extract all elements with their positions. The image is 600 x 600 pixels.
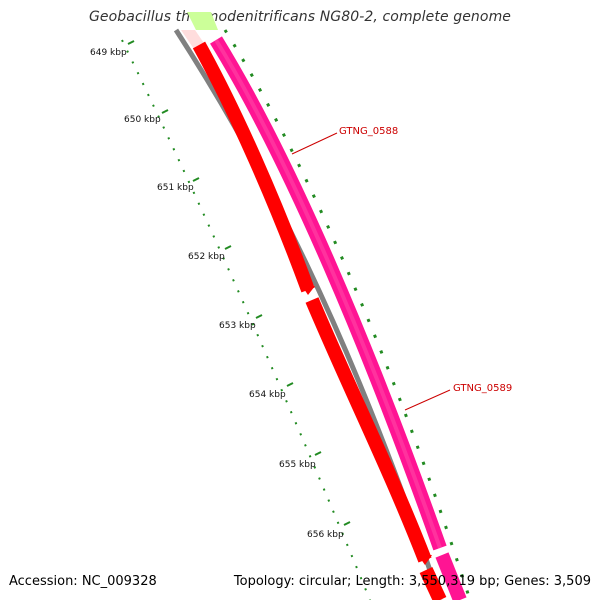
cds-feature-red-1-arrowhead xyxy=(302,286,315,295)
cds-feature-red-3[interactable] xyxy=(419,567,447,600)
scale-label-656: 656 kbp xyxy=(307,530,344,540)
gene-leader-gtng-0589 xyxy=(404,389,451,411)
scale-label-655: 655 kbp xyxy=(279,460,316,470)
scale-label-650: 650 kbp xyxy=(124,115,161,125)
cds-feature-red-1[interactable] xyxy=(192,41,315,293)
cds-feature-pink-2[interactable] xyxy=(435,552,467,600)
scale-major-tick xyxy=(127,40,135,45)
cds-feature-top-green[interactable] xyxy=(187,12,218,30)
scale-major-tick xyxy=(161,109,169,114)
scale-label-651: 651 kbp xyxy=(157,183,194,193)
gene-label-gtng-0589[interactable]: GTNG_0589 xyxy=(453,383,512,394)
scale-label-652: 652 kbp xyxy=(188,252,225,262)
scale-ticks xyxy=(127,40,351,526)
gene-label-gtng-0588[interactable]: GTNG_0588 xyxy=(339,126,398,137)
scale-major-tick xyxy=(255,314,263,319)
cds-feature-pink-1[interactable] xyxy=(210,36,447,551)
scale-major-tick xyxy=(314,451,322,456)
accession-text: Accession: NC_009328 xyxy=(9,574,157,589)
scale-major-tick xyxy=(192,177,200,182)
genome-summary-text: Topology: circular; Length: 3,550,319 bp… xyxy=(233,574,591,589)
cds-feature-red-2[interactable] xyxy=(305,297,432,563)
scale-label-653: 653 kbp xyxy=(219,321,256,331)
scale-major-tick xyxy=(224,245,232,250)
scale-label-649: 649 kbp xyxy=(90,48,127,58)
scale-label-654: 654 kbp xyxy=(249,390,286,400)
cds-feature-red-2-arrowhead xyxy=(418,555,432,565)
cds-feature-pink-1-core xyxy=(214,38,442,549)
gene-leader-gtng-0588 xyxy=(291,132,338,155)
scale-major-tick xyxy=(343,521,351,526)
scale-major-tick xyxy=(286,382,294,387)
